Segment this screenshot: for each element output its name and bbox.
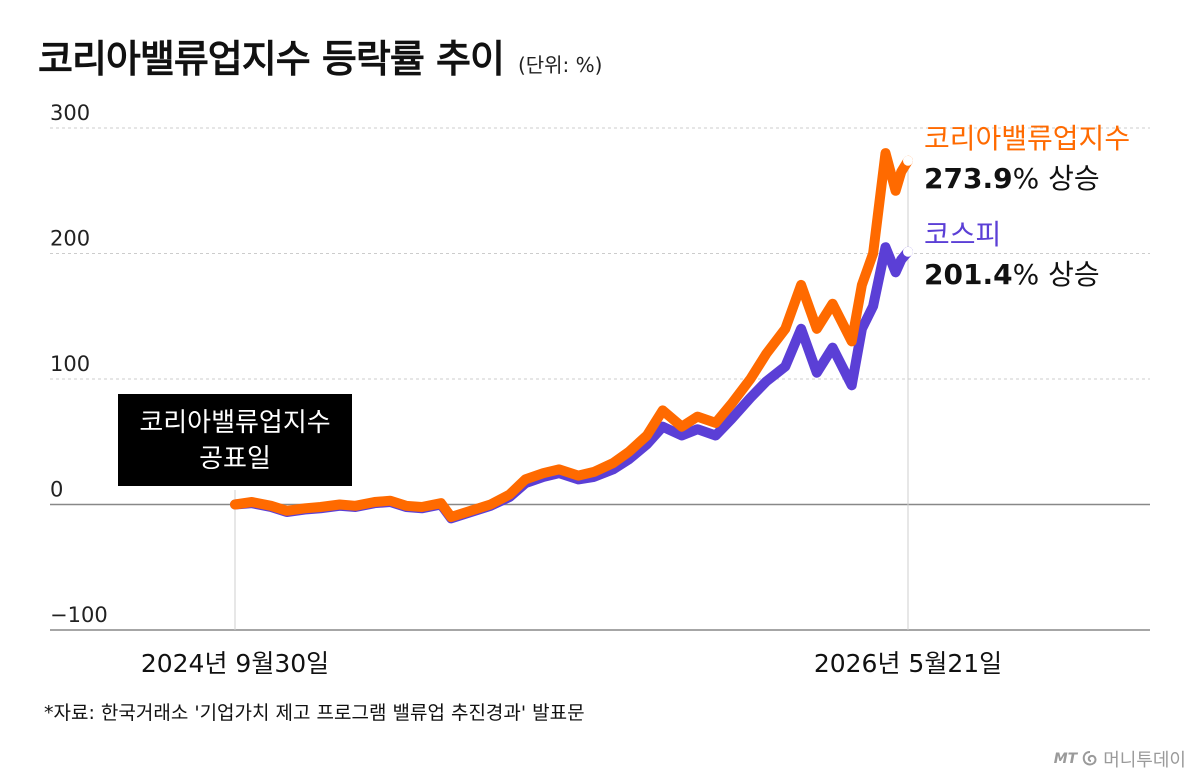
value-up-end-point [903, 155, 913, 166]
value-up-end-value: 273.9 [924, 162, 1013, 195]
line-chart: 300 200 100 0 −100 2024년 9월30일 2026년 5월21일 코리… [50, 101, 1150, 678]
brand-mt-text: MT [1053, 751, 1078, 767]
annotation-line1: 코리아밸류업지수 [139, 408, 330, 438]
brand-logo: MT 머니투데이 [1054, 746, 1186, 772]
title-row: 코리아밸류업지수 등락률 추이 (단위: %) [38, 28, 602, 83]
x-axis-ticks: 2024년 9월30일 2026년 5월21일 [141, 649, 1002, 678]
value-up-series-line [230, 148, 913, 522]
source-note: *자료: 한국거래소 '기업가치 제고 프로그램 밸류업 추진경과' 발표문 [44, 702, 585, 724]
brand-name: 머니투데이 [1103, 750, 1186, 771]
value-up-end-label: 코리아밸류업지수 273.9% 상승 [924, 122, 1130, 195]
y-tick-label: 100 [50, 352, 90, 376]
value-up-end-suffix: % 상승 [1013, 162, 1100, 195]
x-tick-label: 2024년 9월30일 [141, 649, 329, 678]
kospi-end-label: 코스피 201.4% 상승 [924, 218, 1100, 291]
annotation-box [118, 394, 352, 486]
y-axis-ticks: 300 200 100 0 −100 [50, 101, 108, 627]
y-tick-label: 300 [50, 101, 90, 125]
y-tick-label: 0 [50, 478, 63, 502]
y-tick-label: −100 [50, 603, 108, 627]
y-tick-label: 200 [50, 227, 90, 251]
kospi-series-name: 코스피 [924, 218, 1001, 251]
kospi-end-value: 201.4 [924, 258, 1013, 291]
series-layer [230, 148, 913, 524]
unit-label: (단위: %) [517, 53, 603, 77]
mt-swirl-icon [1082, 751, 1097, 766]
kospi-end-point [903, 246, 913, 257]
x-tick-label: 2026년 5월21일 [814, 649, 1002, 678]
announcement-annotation: 코리아밸류업지수 공표일 [118, 394, 352, 486]
kospi-end-suffix: % 상승 [1013, 258, 1100, 291]
chart-title: 코리아밸류업지수 등락률 추이 [38, 37, 505, 81]
value-up-series-name: 코리아밸류업지수 [924, 122, 1130, 155]
value-up-end-text: 273.9% 상승 [924, 162, 1100, 195]
annotation-line2: 공표일 [199, 444, 271, 474]
kospi-end-text: 201.4% 상승 [924, 258, 1100, 291]
